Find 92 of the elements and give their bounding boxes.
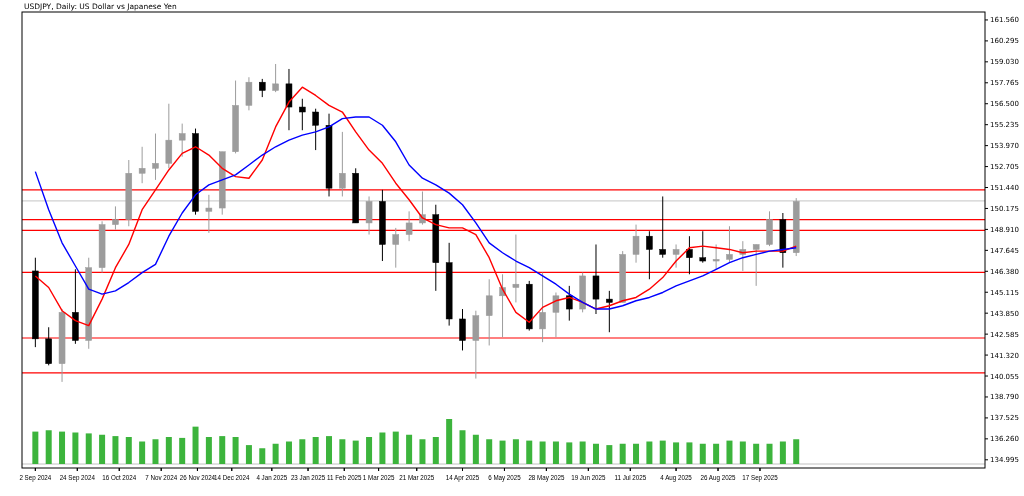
candlestick — [392, 227, 400, 269]
bar — [125, 437, 132, 464]
bar — [165, 437, 172, 464]
bar — [686, 442, 693, 464]
bar — [406, 434, 413, 464]
bar — [753, 443, 760, 464]
candlestick — [539, 272, 546, 343]
bar — [326, 436, 333, 464]
bar — [779, 441, 786, 464]
bar — [259, 448, 266, 464]
bar — [526, 440, 533, 464]
candlestick — [165, 103, 173, 169]
candlestick — [259, 78, 266, 98]
bar — [739, 441, 746, 464]
bar — [219, 436, 226, 464]
bar — [139, 441, 146, 464]
bar — [99, 434, 106, 464]
candlestick — [112, 205, 119, 231]
candlestick — [285, 68, 293, 131]
bar — [633, 443, 640, 464]
candlestick — [299, 98, 306, 131]
bar — [472, 434, 479, 464]
bar — [272, 443, 279, 464]
bar — [152, 439, 159, 464]
bar — [312, 437, 319, 464]
bar — [85, 433, 92, 464]
bar — [552, 441, 559, 464]
candlestick — [205, 194, 213, 234]
bar — [766, 443, 773, 464]
bar — [232, 437, 239, 464]
bar — [499, 440, 506, 464]
candlestick — [606, 290, 613, 333]
bar — [486, 439, 493, 464]
bar — [205, 437, 212, 464]
candlestick — [646, 230, 653, 280]
candlestick — [405, 210, 413, 242]
bar — [45, 430, 52, 464]
candlestick — [699, 230, 707, 264]
candlestick — [272, 63, 279, 93]
bar — [459, 430, 466, 464]
bar — [713, 443, 720, 464]
bar — [245, 445, 252, 464]
bar — [619, 443, 626, 464]
candlestick — [566, 285, 573, 322]
bar — [285, 441, 292, 464]
bar — [339, 439, 346, 464]
candlestick — [459, 308, 466, 351]
bar — [673, 442, 680, 464]
bar — [539, 441, 546, 464]
candlestick — [632, 224, 640, 264]
candlestick — [245, 76, 253, 111]
bar — [512, 439, 519, 464]
candlestick — [365, 195, 373, 236]
bar — [432, 437, 439, 464]
bar — [72, 432, 79, 464]
bar — [579, 441, 586, 464]
bar — [112, 436, 119, 464]
candlestick — [659, 195, 666, 259]
bar — [566, 442, 573, 464]
bar — [179, 437, 186, 464]
candlestick — [552, 291, 560, 338]
bar — [59, 431, 66, 464]
bar — [299, 439, 306, 464]
bar — [726, 440, 733, 464]
bar — [646, 441, 653, 464]
candlestick — [138, 146, 146, 184]
bar — [392, 431, 399, 464]
bar — [793, 439, 800, 464]
bar — [192, 426, 199, 464]
bar — [659, 440, 666, 464]
bar — [606, 445, 613, 464]
candlestick — [152, 133, 159, 181]
candlestick — [752, 243, 760, 287]
candlestick — [339, 131, 346, 197]
candlestick — [512, 234, 520, 303]
bar — [32, 431, 39, 464]
bar — [592, 443, 599, 464]
candlestick — [686, 235, 693, 275]
candlestick — [592, 243, 600, 315]
candlestick — [312, 108, 319, 151]
line-series — [34, 116, 797, 310]
candlestick — [178, 123, 186, 158]
candlestick — [726, 225, 733, 264]
bar — [446, 419, 453, 464]
candlestick — [672, 243, 680, 269]
bar — [366, 437, 373, 464]
bar — [419, 439, 426, 464]
bar — [352, 440, 359, 464]
candlestick — [485, 278, 493, 346]
bar — [699, 443, 706, 464]
candlestick — [712, 243, 720, 270]
bar — [379, 432, 386, 464]
